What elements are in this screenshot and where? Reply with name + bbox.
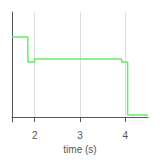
svg-text:time (s): time (s) <box>63 144 96 155</box>
svg-text:2: 2 <box>32 130 38 141</box>
svg-text:4: 4 <box>123 130 129 141</box>
svg-text:3: 3 <box>77 130 83 141</box>
